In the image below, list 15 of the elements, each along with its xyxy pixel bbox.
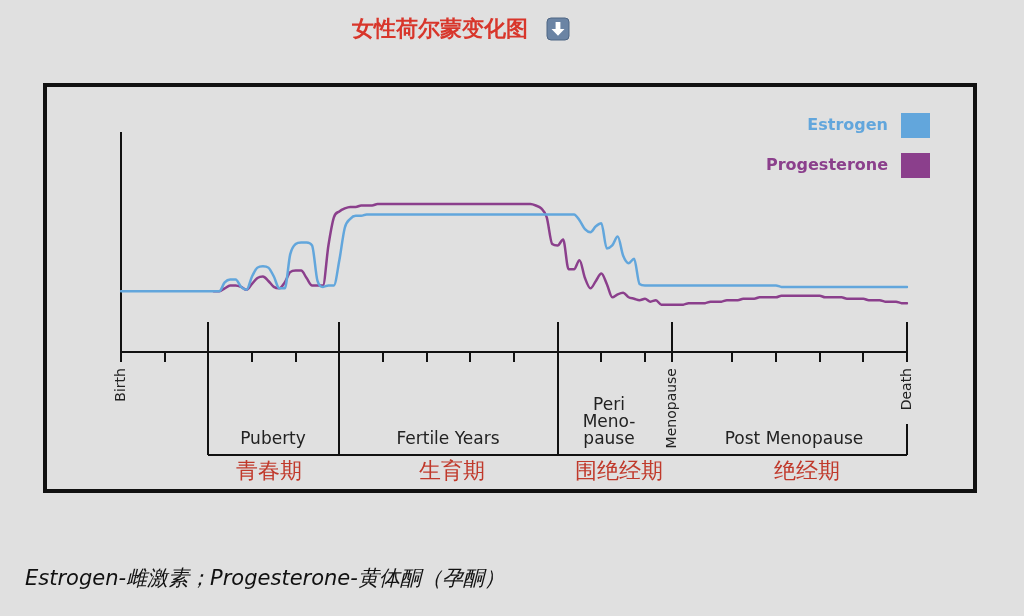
chart-title: 女性荷尔蒙变化图 bbox=[351, 15, 528, 41]
text: Fertile Years bbox=[396, 428, 500, 448]
text: 青春期 bbox=[236, 457, 302, 483]
x-tick-label: Birth bbox=[111, 368, 128, 402]
x-tick-label: Menopause bbox=[662, 368, 679, 449]
x-tick-label: Death bbox=[897, 368, 914, 411]
text: 围绝经期 bbox=[575, 457, 663, 483]
text: Estrogen-雌激素；Progesterone-黄体酮（孕酮） bbox=[25, 566, 505, 590]
legend-label: Progesterone bbox=[765, 155, 889, 175]
text: Peri Meno-pause bbox=[582, 394, 636, 448]
legend-label: Estrogen bbox=[807, 115, 888, 135]
text: 绝经期 bbox=[774, 457, 840, 483]
text: 生育期 bbox=[419, 457, 485, 483]
text: Post Menopause bbox=[724, 428, 864, 448]
text: Puberty bbox=[240, 428, 306, 448]
